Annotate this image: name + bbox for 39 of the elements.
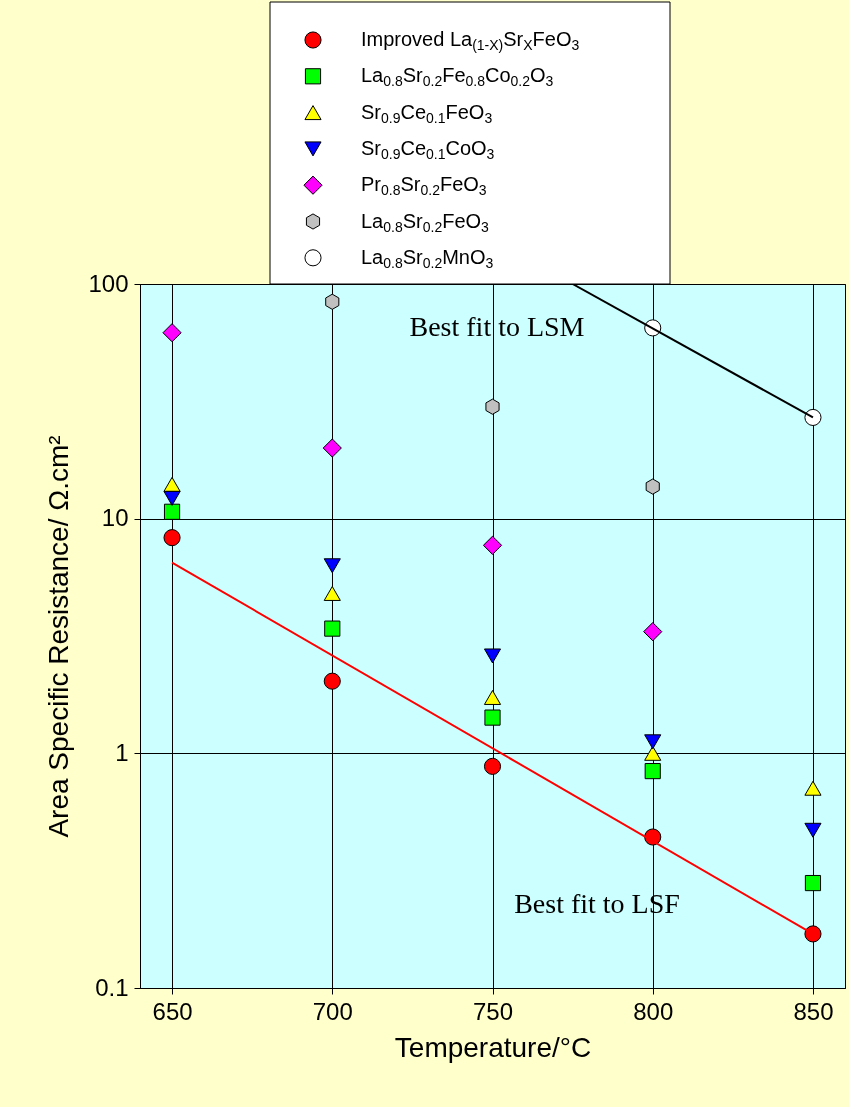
point (645, 478, 660, 495)
point (163, 490, 181, 506)
point (644, 745, 662, 761)
y-tick-label: 1 (115, 738, 129, 766)
x-axis-title: Temperature/°C (394, 1031, 592, 1063)
x-tick-label: 700 (312, 997, 353, 1025)
point (324, 620, 341, 637)
y-tick-label: 10 (101, 504, 129, 532)
point (323, 585, 341, 601)
point (804, 408, 822, 426)
point (163, 503, 181, 520)
x-tick-label: 800 (633, 997, 674, 1025)
point (644, 763, 661, 780)
annotation: Best fit to LSM (409, 311, 585, 342)
x-tick-label: 650 (152, 997, 193, 1025)
point (485, 398, 500, 415)
point (162, 323, 182, 343)
point (163, 529, 181, 547)
point (323, 558, 341, 574)
y-axis-title: Area Specific Resistance/ Ω.cm² (43, 435, 75, 838)
point (483, 689, 502, 705)
point (804, 874, 822, 892)
point (484, 709, 501, 726)
y-tick-label: 0.1 (95, 973, 129, 1001)
point (163, 476, 181, 492)
point (482, 535, 503, 555)
point (483, 757, 502, 775)
point (644, 734, 662, 750)
x-tick-label: 750 (472, 997, 514, 1025)
point (804, 925, 822, 943)
point (322, 438, 342, 458)
point (804, 780, 822, 796)
point (643, 622, 663, 642)
point (323, 672, 341, 690)
y-tick-label: 100 (88, 269, 129, 297)
point (804, 822, 822, 838)
point (325, 293, 340, 310)
point (483, 648, 502, 664)
x-tick-label: 850 (793, 997, 834, 1025)
